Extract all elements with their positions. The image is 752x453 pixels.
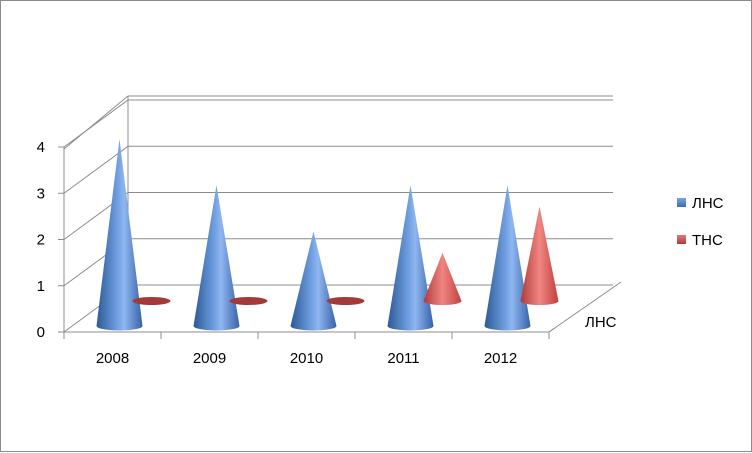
legend-swatch xyxy=(677,235,686,244)
cone-marks xyxy=(96,139,559,331)
x-tick-label: 2009 xyxy=(193,350,226,367)
y-tick-label: 0 xyxy=(37,324,45,341)
x-tick-label: 2008 xyxy=(96,350,129,367)
depth-axis-label: ЛНС xyxy=(585,314,617,331)
x-tick-label: 2012 xyxy=(484,350,517,367)
y-axis: 0 1 2 3 4 xyxy=(37,139,65,341)
cone-mark xyxy=(484,185,531,331)
y-tick-label: 2 xyxy=(37,232,45,249)
cone-mark xyxy=(193,185,240,331)
cone-mark xyxy=(290,231,337,331)
gridline xyxy=(63,99,613,148)
cone-mark xyxy=(229,297,268,305)
legend-label: ЛНС xyxy=(692,195,724,212)
cone-mark xyxy=(520,206,559,305)
gridline xyxy=(63,145,613,194)
floor-right-tick xyxy=(548,327,556,333)
y-tick-label: 3 xyxy=(37,185,45,202)
legend-swatch xyxy=(677,198,686,207)
cone-mark xyxy=(132,297,171,305)
side-wall-top xyxy=(63,95,129,150)
cone-mark xyxy=(326,297,365,305)
cone-mark xyxy=(387,185,434,331)
depth-axis: ЛНС xyxy=(585,314,617,331)
legend: ЛНС ТНС xyxy=(677,195,724,249)
x-axis: 2008 2009 2010 2011 2012 xyxy=(63,332,550,367)
x-tick-label: 2011 xyxy=(387,350,419,367)
cone-mark xyxy=(96,139,143,331)
gridline xyxy=(63,192,613,240)
y-tick-label: 4 xyxy=(37,139,45,156)
x-tick-label: 2010 xyxy=(290,350,323,367)
cone-mark xyxy=(423,252,462,305)
y-tick-label: 1 xyxy=(37,278,45,295)
floor-right-edge xyxy=(548,281,622,333)
legend-label: ТНС xyxy=(692,232,723,249)
